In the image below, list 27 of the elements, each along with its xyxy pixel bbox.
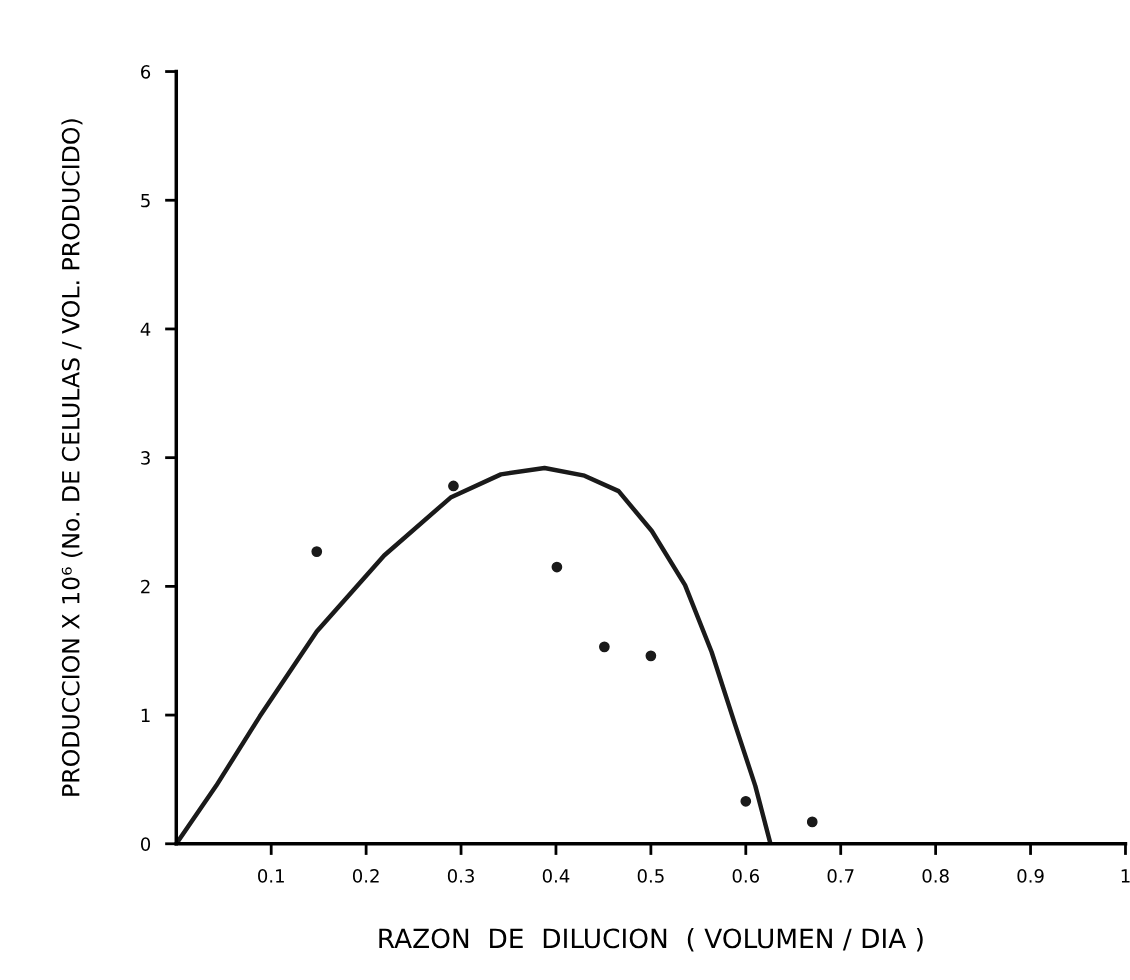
x-tick-label: 0.2 [352,869,379,883]
y-tick-label: 1 [141,708,150,722]
point [645,650,657,662]
line-series [176,465,773,844]
y-tick-label: 3 [141,451,150,465]
x-axis-title: RAZON DE DILUCION ( VOLUMEN / DIA ) [379,927,923,952]
y-axis-title: PRODUCCION X 10⁶ (No. DE CELULAS / VOL. PRODUCIDO) [61,119,83,796]
y-tick-label: 6 [141,65,151,79]
point [806,816,818,828]
x-tick-label: 0.9 [1017,869,1044,883]
point [740,795,752,807]
point [448,480,459,492]
x-tick-label: 0.7 [827,869,854,883]
x-tick-label: 0.4 [542,869,570,883]
y-tick-label: 2 [141,579,150,594]
point [311,546,323,557]
y-tick-label: 5 [141,193,150,208]
x-tick-label: 0.8 [922,869,949,883]
point [599,641,610,653]
x-tick-label: 1 [1121,869,1130,883]
x-tick-label: 0.5 [637,869,664,883]
x-tick-label: 0.6 [732,869,760,883]
point [551,561,563,573]
y-tick-label: 0 [140,837,151,851]
x-tick-label: 0.1 [258,869,284,883]
x-tick-label: 0.3 [447,869,474,883]
y-tick-label: 4 [140,322,151,336]
